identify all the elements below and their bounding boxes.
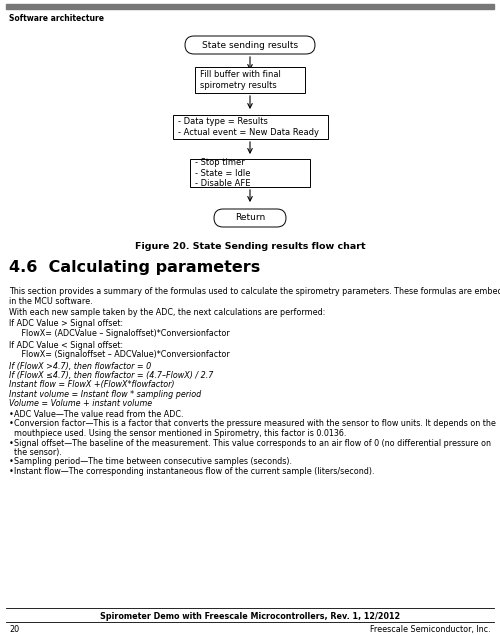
- Bar: [190, 159, 310, 187]
- Text: - Data type = Results
- Actual event = New Data Ready: - Data type = Results - Actual event = N…: [178, 117, 318, 137]
- Text: •: •: [9, 457, 14, 467]
- Text: mouthpiece used. Using the sensor mentioned in Spirometry, this factor is 0.0136: mouthpiece used. Using the sensor mentio…: [14, 429, 346, 438]
- Text: Spirometer Demo with Freescale Microcontrollers, Rev. 1, 12/2012: Spirometer Demo with Freescale Microcont…: [100, 612, 400, 621]
- Text: Freescale Semiconductor, Inc.: Freescale Semiconductor, Inc.: [370, 625, 491, 634]
- FancyBboxPatch shape: [214, 209, 286, 227]
- Text: •: •: [9, 439, 14, 448]
- Text: the sensor).: the sensor).: [14, 448, 62, 457]
- Text: Figure 20. State Sending results flow chart: Figure 20. State Sending results flow ch…: [134, 242, 366, 251]
- Bar: [6, 4, 494, 9]
- Text: •: •: [9, 467, 14, 476]
- Text: If ADC Value > Signal offset:: If ADC Value > Signal offset:: [9, 319, 123, 328]
- Text: Return: Return: [235, 213, 265, 222]
- Text: - Stop timer
- State = Idle
- Disable AFE: - Stop timer - State = Idle - Disable AF…: [195, 158, 250, 188]
- Text: Fill buffer with final
spirometry results: Fill buffer with final spirometry result…: [200, 70, 281, 90]
- Text: Instant volume = Instant flow * sampling period: Instant volume = Instant flow * sampling…: [9, 390, 201, 399]
- Bar: [172, 115, 328, 139]
- Text: FlowX= (Signaloffset – ADCValue)*Conversionfactor: FlowX= (Signaloffset – ADCValue)*Convers…: [9, 350, 230, 359]
- Text: If (FlowX ≤4.7), then flowfactor = (4.7–FlowX) / 2.7: If (FlowX ≤4.7), then flowfactor = (4.7–…: [9, 371, 214, 380]
- Text: If (FlowX >4.7), then flowfactor = 0: If (FlowX >4.7), then flowfactor = 0: [9, 361, 151, 370]
- Text: Sampling period—The time between consecutive samples (seconds).: Sampling period—The time between consecu…: [14, 457, 292, 467]
- Bar: [195, 67, 305, 93]
- Text: Instant flow = FlowX +(FlowX*flowfactor): Instant flow = FlowX +(FlowX*flowfactor): [9, 380, 174, 389]
- Text: ADC Value—The value read from the ADC.: ADC Value—The value read from the ADC.: [14, 410, 183, 419]
- Text: Conversion factor—This is a factor that converts the pressure measured with the : Conversion factor—This is a factor that …: [14, 420, 496, 429]
- Text: FlowX= (ADCValue – Signaloffset)*Conversionfactor: FlowX= (ADCValue – Signaloffset)*Convers…: [9, 329, 230, 338]
- Text: 4.6  Calculating parameters: 4.6 Calculating parameters: [9, 260, 260, 275]
- Text: State sending results: State sending results: [202, 41, 298, 50]
- FancyBboxPatch shape: [185, 36, 315, 54]
- Text: •: •: [9, 410, 14, 419]
- Text: With each new sample taken by the ADC, the next calculations are performed:: With each new sample taken by the ADC, t…: [9, 308, 326, 317]
- Text: Instant flow—The corresponding instantaneous flow of the current sample (liters/: Instant flow—The corresponding instantan…: [14, 467, 374, 476]
- Text: 20: 20: [9, 625, 19, 634]
- Text: This section provides a summary of the formulas used to calculate the spirometry: This section provides a summary of the f…: [9, 287, 500, 296]
- Text: Software architecture: Software architecture: [9, 14, 104, 23]
- Text: Signal offset—The baseline of the measurement. This value corresponds to an air : Signal offset—The baseline of the measur…: [14, 439, 491, 448]
- Text: •: •: [9, 420, 14, 429]
- Text: in the MCU software.: in the MCU software.: [9, 297, 92, 305]
- Text: Volume = Volume + instant volume: Volume = Volume + instant volume: [9, 399, 152, 408]
- Text: If ADC Value < Signal offset:: If ADC Value < Signal offset:: [9, 340, 123, 349]
